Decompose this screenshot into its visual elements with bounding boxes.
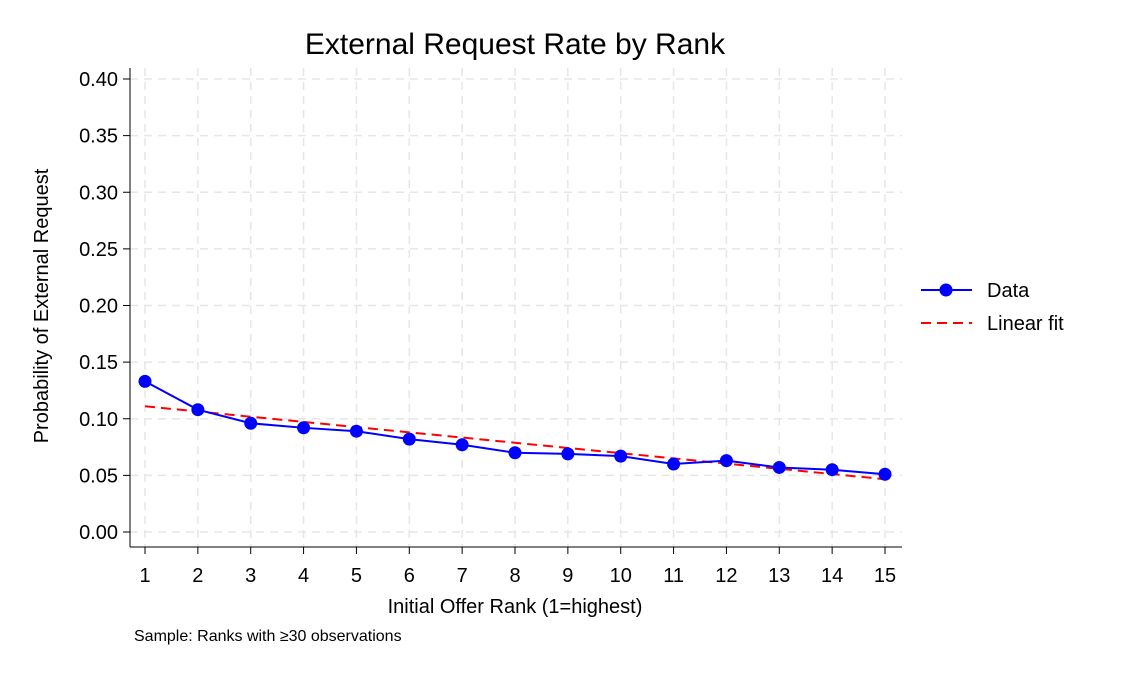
grid: [130, 68, 902, 547]
x-tick-label: 1: [139, 565, 150, 587]
x-tick-label: 5: [351, 565, 362, 587]
data-point: [614, 449, 628, 463]
x-tick-label: 4: [298, 565, 309, 587]
data-point: [508, 446, 522, 460]
data-point: [878, 467, 892, 481]
data-point: [455, 438, 469, 452]
y-axis-label: Probability of External Request: [31, 168, 53, 443]
data-point: [402, 432, 416, 446]
y-tick-label: 0.25: [79, 239, 118, 261]
y-tick-label: 0.00: [79, 522, 118, 544]
y-tick-label: 0.35: [79, 126, 118, 148]
legend-label-data: Data: [987, 280, 1030, 302]
legend: Data Linear fit: [921, 280, 1064, 335]
y-tick-label: 0.30: [79, 182, 118, 204]
data-point: [719, 454, 733, 468]
x-axis-label: Initial Offer Rank (1=highest): [388, 596, 643, 618]
axes: 0.000.050.100.150.200.250.300.350.401 2 3 4…: [79, 68, 902, 587]
sample-note: Sample: Ranks with ≥30 observations: [134, 628, 402, 645]
data-point: [138, 374, 152, 388]
data-point: [297, 421, 311, 435]
x-tick-label: 10: [610, 565, 632, 587]
data-point: [667, 457, 681, 471]
x-tick-label: 11: [663, 565, 684, 587]
x-tick-label: 2: [192, 565, 203, 587]
series: [138, 374, 892, 481]
legend-label-linear-fit: Linear fit: [987, 313, 1064, 335]
x-tick-label: 6: [404, 565, 415, 587]
x-tick-label: 9: [562, 565, 573, 587]
x-tick-label: 8: [509, 565, 520, 587]
x-tick-label: 3: [245, 565, 256, 587]
x-tick-label: 12: [715, 565, 737, 587]
data-point: [561, 447, 575, 461]
x-tick-label: 14: [821, 565, 843, 587]
data-point: [191, 403, 205, 417]
y-tick-label: 0.05: [79, 465, 118, 487]
x-tick-label: 15: [874, 565, 896, 587]
data-point: [244, 416, 258, 430]
y-tick-label: 0.20: [79, 296, 118, 318]
x-tick-label: 7: [457, 565, 468, 587]
data-point: [772, 460, 786, 474]
y-tick-label: 0.10: [79, 409, 118, 431]
y-tick-label: 0.40: [79, 69, 118, 91]
y-tick-label: 0.15: [79, 352, 118, 374]
series-linear-fit-line: [144, 405, 886, 481]
x-tick-label: 13: [768, 565, 790, 587]
data-point: [349, 424, 363, 438]
chart-title: External Request Rate by Rank: [305, 28, 726, 61]
data-point: [825, 463, 839, 477]
legend-data-marker: [939, 283, 953, 297]
